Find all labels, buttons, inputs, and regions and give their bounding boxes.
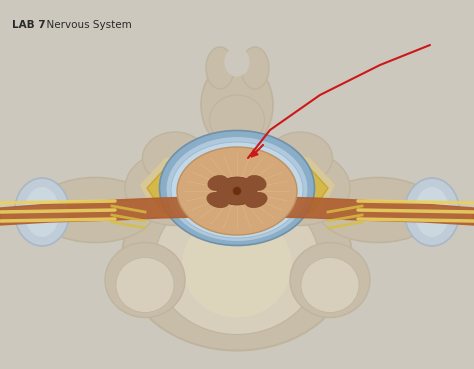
Ellipse shape bbox=[246, 176, 266, 190]
Ellipse shape bbox=[201, 60, 273, 150]
Ellipse shape bbox=[404, 178, 459, 246]
Ellipse shape bbox=[15, 178, 70, 246]
Ellipse shape bbox=[122, 166, 352, 351]
Ellipse shape bbox=[177, 147, 297, 235]
Ellipse shape bbox=[208, 176, 228, 190]
Polygon shape bbox=[140, 142, 335, 225]
Polygon shape bbox=[244, 196, 474, 225]
Ellipse shape bbox=[250, 151, 350, 225]
Ellipse shape bbox=[35, 177, 155, 242]
Ellipse shape bbox=[225, 48, 249, 76]
Ellipse shape bbox=[267, 132, 332, 184]
Ellipse shape bbox=[245, 193, 267, 207]
Ellipse shape bbox=[234, 187, 240, 194]
Ellipse shape bbox=[182, 213, 292, 317]
Ellipse shape bbox=[105, 242, 185, 317]
Ellipse shape bbox=[241, 47, 269, 89]
Ellipse shape bbox=[301, 258, 359, 313]
Ellipse shape bbox=[210, 95, 264, 145]
Ellipse shape bbox=[116, 258, 174, 313]
Ellipse shape bbox=[217, 177, 257, 205]
Ellipse shape bbox=[207, 193, 229, 207]
Ellipse shape bbox=[171, 142, 303, 238]
Ellipse shape bbox=[159, 131, 315, 245]
Ellipse shape bbox=[318, 177, 438, 242]
Text: LAB 7: LAB 7 bbox=[12, 20, 46, 30]
Text: Nervous System: Nervous System bbox=[40, 20, 132, 30]
Polygon shape bbox=[147, 148, 328, 220]
Ellipse shape bbox=[25, 187, 60, 237]
Ellipse shape bbox=[125, 151, 225, 225]
Ellipse shape bbox=[143, 132, 208, 184]
Polygon shape bbox=[0, 196, 230, 225]
Ellipse shape bbox=[414, 187, 449, 237]
Ellipse shape bbox=[290, 242, 370, 317]
Ellipse shape bbox=[206, 47, 234, 89]
Ellipse shape bbox=[166, 137, 308, 241]
Ellipse shape bbox=[155, 190, 319, 335]
